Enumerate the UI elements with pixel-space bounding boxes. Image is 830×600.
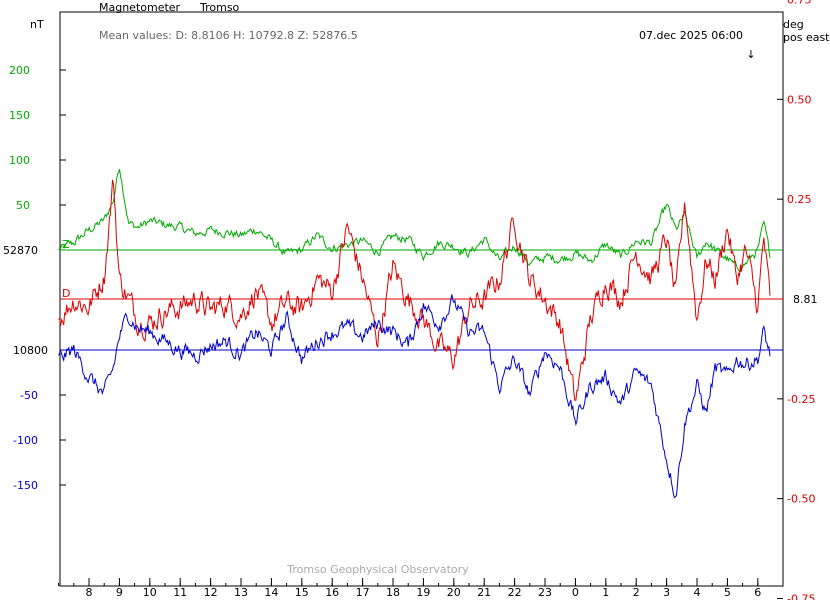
x-tick-label: 4 — [694, 586, 701, 599]
x-tick-label: 2 — [633, 586, 640, 599]
x-tick-label: 21 — [477, 586, 491, 599]
h-tick-label: -100 — [13, 434, 38, 447]
x-tick-label: 12 — [204, 586, 218, 599]
footer-label: Tromso Geophysical Observatory — [286, 563, 469, 576]
timestamp-label: 07.dec 2025 06:00 — [639, 29, 743, 42]
d-tick-label: -0.25 — [787, 393, 815, 406]
x-tick-label: 16 — [325, 586, 339, 599]
z-baseline-letter: Z — [62, 238, 70, 251]
h-tick-label: -150 — [13, 479, 38, 492]
time-arrow-icon: ↓ — [746, 48, 755, 61]
z-baseline-label: 52870 — [3, 244, 38, 257]
right-unit-line1: deg — [783, 18, 804, 31]
series-line-d — [58, 179, 771, 401]
x-tick-label: 9 — [116, 586, 123, 599]
x-tick-label: 8 — [86, 586, 93, 599]
z-tick-label: 50 — [16, 199, 30, 212]
z-tick-label: 100 — [9, 154, 30, 167]
left-unit-label: nT — [30, 18, 44, 31]
x-tick-label: 6 — [754, 586, 761, 599]
z-tick-label: 150 — [9, 109, 30, 122]
d-baseline-label: 8.81 — [793, 293, 818, 306]
h-baseline-label: 10800 — [13, 344, 48, 357]
x-tick-label: 14 — [264, 586, 278, 599]
axis-layer — [58, 69, 783, 599]
series-layer — [58, 169, 771, 499]
h-tick-label: -50 — [20, 389, 38, 402]
d-tick-label: -0.75 — [787, 593, 815, 600]
x-tick-label: 11 — [173, 586, 187, 599]
d-tick-label: 0.75 — [787, 0, 812, 7]
x-tick-label: 5 — [724, 586, 731, 599]
d-tick-label: 0.50 — [787, 93, 812, 106]
z-tick-label: 200 — [9, 64, 30, 77]
d-baseline-letter: D — [62, 287, 70, 300]
series-line-h — [58, 294, 771, 499]
plot-background — [59, 11, 784, 587]
x-tick-label: 0 — [572, 586, 579, 599]
x-tick-label: 20 — [447, 586, 461, 599]
x-tick-label: 15 — [295, 586, 309, 599]
x-tick-label: 3 — [663, 586, 670, 599]
x-tick-label: 19 — [416, 586, 430, 599]
x-tick-label: 1 — [602, 586, 609, 599]
x-tick-label: 10 — [143, 586, 157, 599]
x-tick-label: 13 — [234, 586, 248, 599]
instrument-label: Magnetometer — [99, 1, 181, 14]
x-tick-label: 17 — [356, 586, 370, 599]
x-tick-label: 23 — [538, 586, 552, 599]
d-tick-label: -0.50 — [787, 493, 815, 506]
mean-values-label: Mean values: D: 8.8106 H: 10792.8 Z: 528… — [99, 29, 358, 42]
text-layer: 8 9 10 11 12 13 14 15 16 17 18 19 20 21 22 23 0 1 2 3 4 5 6200… — [3, 0, 830, 600]
right-unit-line2: pos east — [783, 31, 830, 44]
x-tick-label: 22 — [508, 586, 522, 599]
station-label: Tromso — [199, 1, 240, 14]
series-line-z — [58, 169, 771, 273]
x-tick-label: 18 — [386, 586, 400, 599]
d-tick-label: 0.25 — [787, 193, 812, 206]
